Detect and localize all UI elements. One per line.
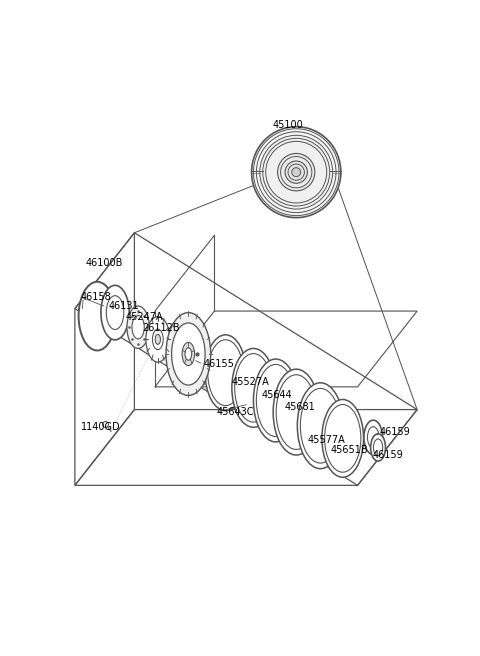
Ellipse shape (79, 282, 116, 350)
Text: 45681: 45681 (285, 402, 316, 412)
Ellipse shape (373, 439, 383, 456)
Ellipse shape (166, 313, 211, 396)
Ellipse shape (297, 383, 344, 468)
Ellipse shape (155, 335, 160, 344)
Ellipse shape (368, 426, 379, 448)
Ellipse shape (208, 340, 243, 405)
Ellipse shape (127, 306, 149, 348)
Ellipse shape (153, 329, 163, 350)
Ellipse shape (172, 323, 205, 385)
Ellipse shape (182, 342, 194, 365)
Ellipse shape (371, 434, 385, 461)
Text: 26112B: 26112B (143, 323, 180, 333)
Ellipse shape (106, 296, 124, 329)
Text: 46131: 46131 (108, 300, 139, 310)
Text: 45644: 45644 (262, 390, 292, 400)
Text: 46155: 46155 (203, 359, 234, 369)
Ellipse shape (322, 400, 363, 478)
Text: 45100: 45100 (272, 120, 303, 130)
Ellipse shape (300, 388, 340, 463)
Ellipse shape (276, 375, 316, 449)
Ellipse shape (292, 168, 300, 176)
Text: 46100B: 46100B (86, 258, 123, 268)
Text: 45651B: 45651B (330, 445, 368, 455)
Text: 45577A: 45577A (307, 435, 345, 445)
Ellipse shape (285, 161, 307, 183)
Ellipse shape (232, 348, 275, 427)
Text: 46158: 46158 (81, 292, 111, 302)
Ellipse shape (101, 285, 129, 340)
Ellipse shape (205, 335, 246, 411)
Ellipse shape (277, 154, 315, 191)
Ellipse shape (364, 420, 383, 455)
Ellipse shape (256, 365, 295, 436)
Text: 46159: 46159 (372, 450, 403, 460)
Text: 45247A: 45247A (125, 312, 163, 322)
Ellipse shape (146, 317, 170, 362)
Ellipse shape (260, 135, 333, 209)
Text: 46159: 46159 (379, 427, 410, 438)
Ellipse shape (253, 359, 298, 442)
Ellipse shape (132, 316, 144, 339)
Text: 45643C: 45643C (216, 407, 254, 417)
Ellipse shape (324, 405, 361, 472)
Ellipse shape (252, 127, 341, 218)
Text: 45527A: 45527A (232, 377, 270, 387)
Ellipse shape (235, 354, 272, 422)
Ellipse shape (185, 348, 192, 360)
Ellipse shape (273, 369, 319, 455)
Text: 1140GD: 1140GD (81, 422, 120, 432)
